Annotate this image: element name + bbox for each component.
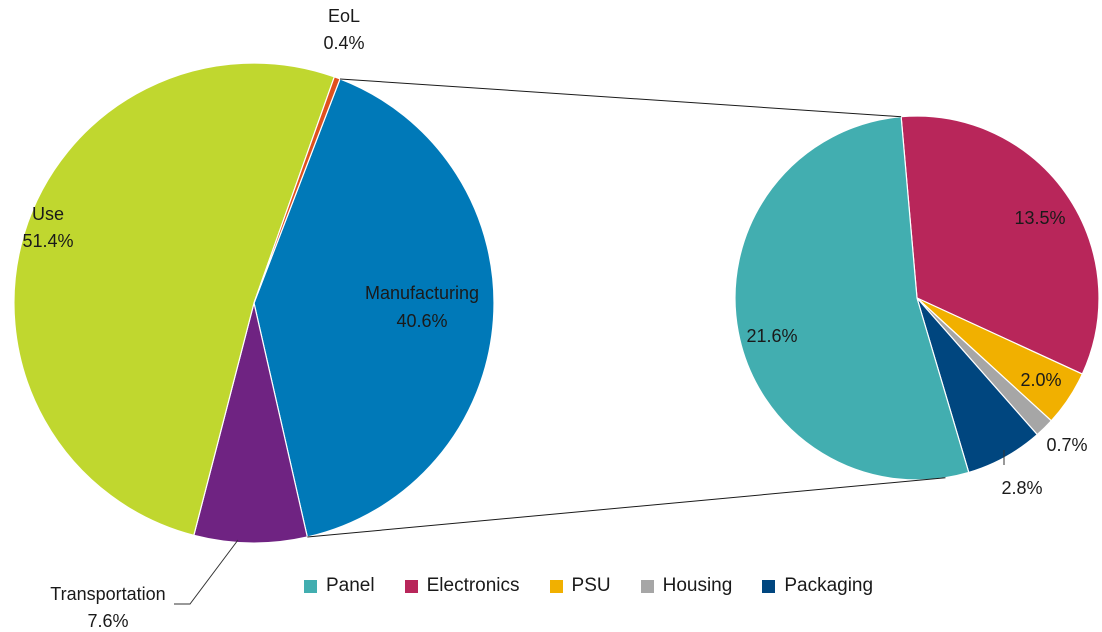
legend-swatch-panel bbox=[304, 579, 317, 593]
pie-slice-transportation bbox=[193, 302, 309, 544]
label-transportation: Transportation bbox=[50, 584, 165, 604]
breakdown-pie bbox=[734, 115, 1100, 481]
leader-line-transportation bbox=[174, 539, 239, 605]
legend-swatch-housing bbox=[640, 579, 654, 593]
legend-label-electronics: Electronics bbox=[426, 575, 520, 596]
legend-swatch-psu bbox=[549, 579, 563, 593]
breakdown-slice-electronics bbox=[900, 115, 1100, 375]
label-eol: EoL bbox=[328, 6, 360, 26]
pie-slice-use bbox=[13, 62, 336, 537]
legend-label-psu: PSU bbox=[571, 575, 611, 596]
pie-slice-eol bbox=[253, 76, 341, 304]
breakdown-slice-panel bbox=[734, 116, 970, 481]
legend-label-housing: Housing bbox=[662, 575, 733, 596]
connector-line-top bbox=[339, 78, 902, 118]
value-label-manufacturing: 40.6% bbox=[396, 311, 447, 331]
value-label-eol: 0.4% bbox=[323, 33, 364, 53]
pie-slice-manufacturing bbox=[253, 78, 495, 538]
legend-label-packaging: Packaging bbox=[784, 575, 874, 596]
legend-swatch-electronics bbox=[404, 579, 418, 593]
value-label-panel: 21.6% bbox=[746, 326, 797, 346]
main-pie bbox=[13, 62, 495, 544]
legend-item-panel: Panel bbox=[304, 575, 375, 597]
connector-line-bottom bbox=[307, 477, 946, 538]
legend-swatch-packaging bbox=[762, 579, 776, 593]
value-label-electronics: 13.5% bbox=[1014, 208, 1065, 228]
legend-label-panel: Panel bbox=[326, 575, 375, 596]
value-label-use: 51.4% bbox=[22, 231, 73, 251]
legend-item-packaging: Packaging bbox=[762, 575, 873, 597]
legend-item-electronics: Electronics bbox=[404, 575, 520, 597]
legend: Panel Electronics PSU Housing Packaging bbox=[304, 575, 903, 597]
legend-item-housing: Housing bbox=[640, 575, 733, 597]
value-label-transportation: 7.6% bbox=[87, 611, 128, 631]
pie-connector-lines bbox=[174, 78, 1005, 605]
label-use: Use bbox=[32, 204, 64, 224]
slice-labels: Manufacturing 40.6% Transportation 7.6% Use 5… bbox=[22, 6, 1087, 631]
value-label-housing: 0.7% bbox=[1046, 435, 1087, 455]
label-manufacturing: Manufacturing bbox=[365, 283, 479, 303]
value-label-packaging: 2.8% bbox=[1001, 478, 1042, 498]
legend-item-psu: PSU bbox=[549, 575, 611, 597]
value-label-psu: 2.0% bbox=[1020, 370, 1061, 390]
